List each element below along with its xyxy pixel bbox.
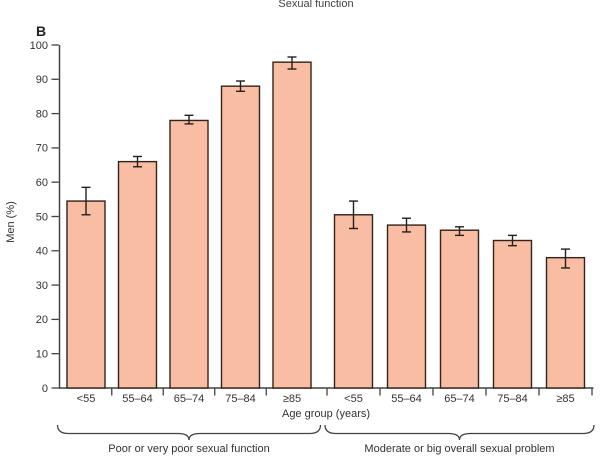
- bar: [492, 239, 533, 389]
- x-tick-label: ≥85: [283, 393, 301, 405]
- chart-title: Sexual function: [278, 0, 354, 10]
- y-tick-label: 80: [36, 108, 48, 120]
- y-tick-label: 70: [36, 143, 48, 155]
- x-tick-label: 65–74: [174, 393, 205, 405]
- x-tick-label: 75–84: [225, 393, 256, 405]
- x-tick-label: ≥85: [556, 393, 574, 405]
- y-tick-label: 60: [36, 177, 48, 189]
- y-tick-label: 100: [30, 40, 48, 52]
- bar: [117, 160, 158, 389]
- y-tick-label: 10: [36, 349, 48, 361]
- bar: [169, 119, 209, 389]
- x-tick-label: 65–74: [444, 393, 475, 405]
- bar: [333, 214, 374, 389]
- x-tick-label: 55–64: [122, 393, 153, 405]
- x-tick-label: 55–64: [391, 393, 422, 405]
- y-axis-label: Men (%): [5, 201, 17, 243]
- y-tick-label: 30: [36, 280, 48, 292]
- x-axis-label: Age group (years): [281, 408, 371, 420]
- x-tick-label: <55: [77, 393, 96, 405]
- bar: [220, 85, 261, 389]
- group-brace: [324, 424, 595, 441]
- group-brace: [56, 424, 322, 441]
- bar: [439, 229, 480, 389]
- y-tick-label: 0: [42, 383, 48, 395]
- x-tick-label: 75–84: [497, 393, 528, 405]
- bar: [545, 256, 586, 389]
- bar: [386, 224, 427, 389]
- bar: [272, 61, 312, 389]
- y-tick-label: 20: [36, 314, 48, 326]
- group-label: Moderate or big overall sexual problem: [364, 443, 554, 455]
- y-tick-label: 40: [36, 246, 48, 258]
- panel-label: B: [36, 23, 47, 39]
- y-tick-label: 50: [36, 211, 48, 223]
- y-tick-label: 90: [36, 74, 48, 86]
- bar: [66, 200, 106, 389]
- group-label: Poor or very poor sexual function: [108, 443, 269, 455]
- x-tick-label: <55: [344, 393, 363, 405]
